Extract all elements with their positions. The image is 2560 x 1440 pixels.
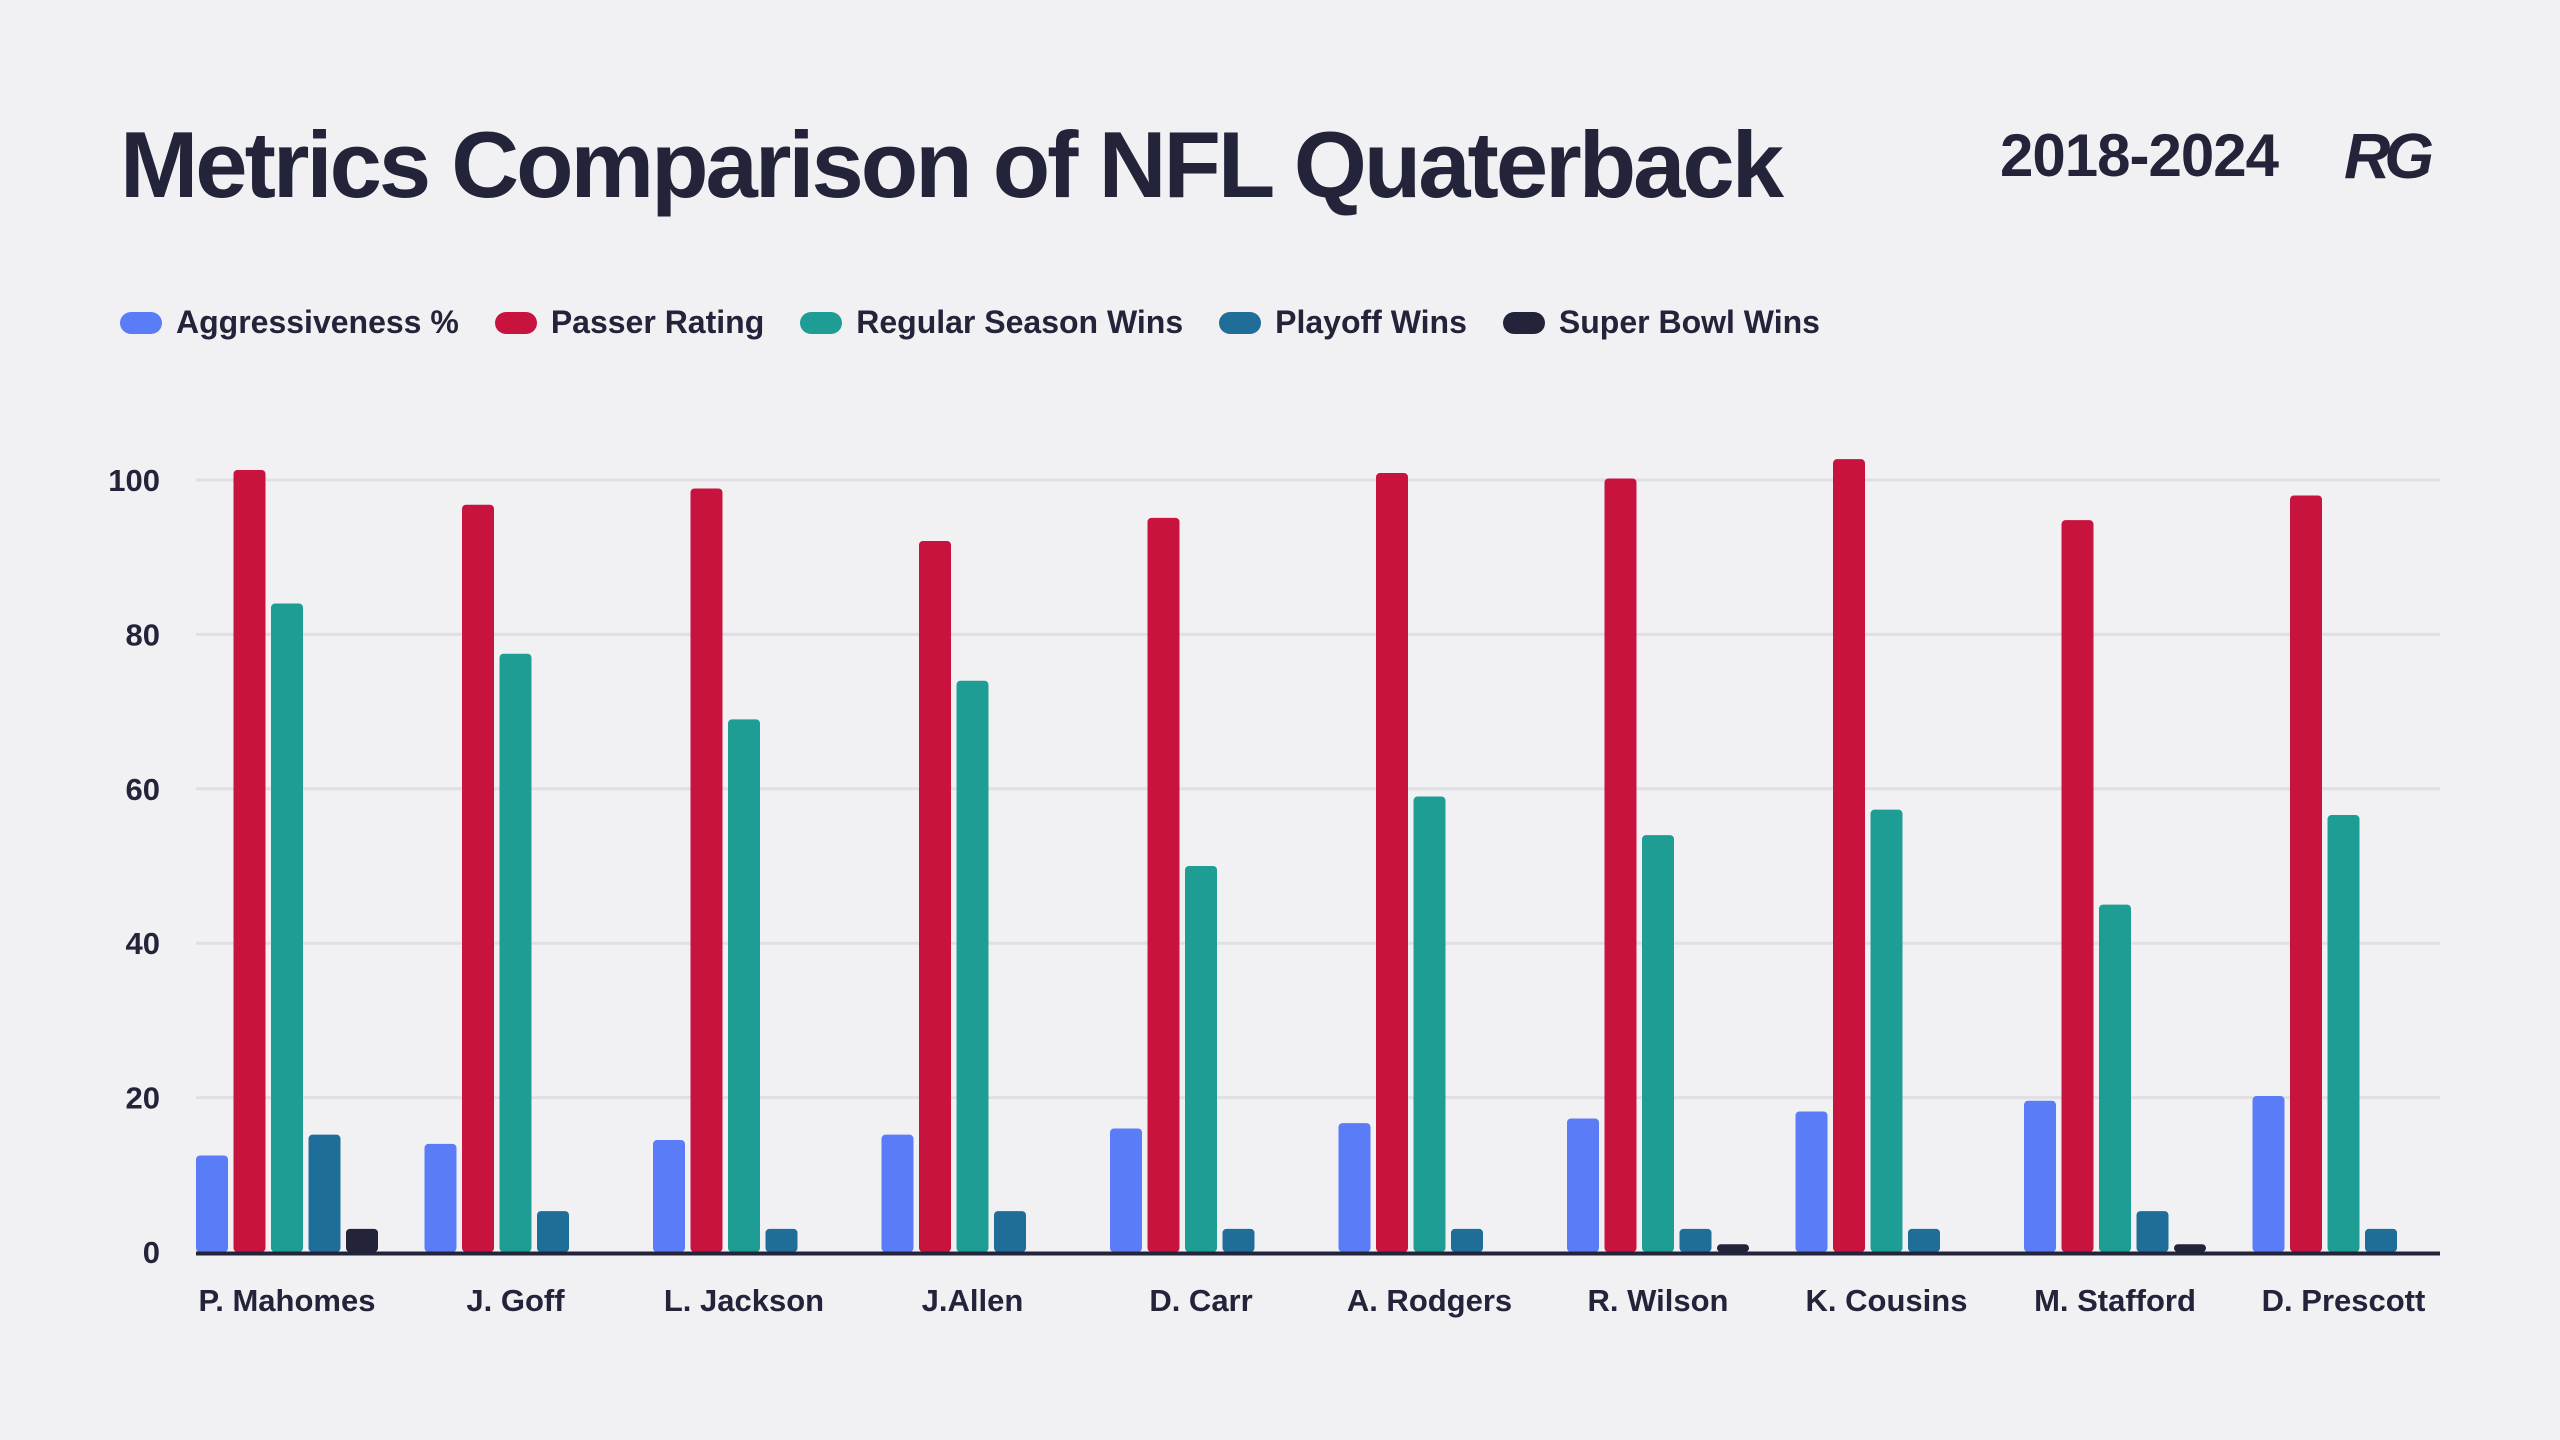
bar-j-goff-playoff-wins <box>537 1211 569 1252</box>
bar-a-rodgers-regular-season-wins <box>1413 796 1446 1252</box>
x-tick-label: A. Rodgers <box>1347 1283 1512 1318</box>
bar-k-cousins-playoff-wins <box>1908 1228 1940 1252</box>
bar-r-wilson-playoff-wins <box>1679 1228 1712 1252</box>
x-tick-label: D. Carr <box>1149 1283 1252 1318</box>
bar-a-rodgers-aggressiveness <box>1338 1123 1371 1252</box>
bar-m-stafford-playoff-wins <box>2136 1211 2169 1252</box>
x-tick-label: D. Prescott <box>2262 1283 2426 1318</box>
bar-j-goff-passer-rating <box>462 504 494 1253</box>
bar-j-allen-aggressiveness <box>881 1134 914 1252</box>
legend-label: Passer Rating <box>550 304 765 340</box>
bar-j-allen-playoff-wins <box>994 1211 1026 1252</box>
bar-l-jackson-regular-season-wins <box>728 719 760 1252</box>
legend-label: Regular Season Wins <box>856 304 1184 340</box>
bar-d-prescott-passer-rating <box>2290 495 2322 1252</box>
bar-r-wilson-passer-rating <box>1604 478 1637 1252</box>
bar-p-mahomes-super-bowl-wins <box>346 1228 378 1252</box>
x-tick-label: R. Wilson <box>1588 1283 1729 1318</box>
x-tick-label: J. Goff <box>466 1283 565 1318</box>
bar-p-mahomes-passer-rating <box>233 469 266 1252</box>
chart-title: Metrics Comparison of NFL Quaterback <box>120 112 1784 217</box>
brand-logo: RG <box>2344 120 2434 192</box>
x-tick-label: L. Jackson <box>664 1283 824 1318</box>
bar-m-stafford-passer-rating <box>2061 520 2094 1252</box>
bar-j-goff-aggressiveness <box>424 1143 457 1252</box>
legend-item-aggressiveness: Aggressiveness % <box>120 304 459 341</box>
chart-legend: Aggressiveness % Passer Rating Regular Sea… <box>120 304 1820 341</box>
year-range: 2018-2024 <box>2000 122 2279 189</box>
legend-label: Playoff Wins <box>1275 304 1467 340</box>
bar-a-rodgers-passer-rating <box>1376 473 1408 1252</box>
x-tick-label: K. Cousins <box>1806 1283 1968 1318</box>
legend-swatch <box>1502 311 1545 334</box>
y-tick-label: 80 <box>126 617 160 652</box>
bar-j-allen-regular-season-wins <box>956 680 989 1252</box>
bar-p-mahomes-aggressiveness <box>196 1155 228 1252</box>
axes: 0 20 40 60 80 100 P. Mahomes J. Goff L. Jackson J… <box>108 463 2440 1318</box>
bar-r-wilson-super-bowl-wins <box>1717 1244 1749 1252</box>
bar-l-jackson-passer-rating <box>690 488 723 1252</box>
bar-l-jackson-aggressiveness <box>653 1140 685 1252</box>
bar-p-mahomes-playoff-wins <box>308 1134 341 1252</box>
bar-d-prescott-aggressiveness <box>2252 1096 2285 1252</box>
y-tick-label: 100 <box>108 463 160 498</box>
legend-swatch <box>120 311 162 334</box>
bar-m-stafford-regular-season-wins <box>2099 904 2131 1252</box>
legend-swatch <box>800 311 843 334</box>
bar-r-wilson-aggressiveness <box>1567 1118 1599 1252</box>
bar-d-carr-passer-rating <box>1147 517 1180 1252</box>
bar-d-prescott-regular-season-wins <box>2327 815 2360 1252</box>
bar-p-mahomes-regular-season-wins <box>271 603 303 1252</box>
y-tick-label: 20 <box>126 1081 160 1116</box>
bar-k-cousins-regular-season-wins <box>1870 809 1903 1252</box>
bar-d-carr-aggressiveness <box>1110 1128 1142 1252</box>
legend-swatch <box>1219 311 1262 334</box>
bar-r-wilson-regular-season-wins <box>1642 835 1674 1252</box>
legend-item-playoff-wins: Playoff Wins <box>1219 304 1467 341</box>
y-tick-label: 40 <box>126 926 160 961</box>
bar-l-jackson-playoff-wins <box>765 1228 798 1252</box>
x-tick-label: P. Mahomes <box>199 1283 376 1318</box>
legend-label: Super Bowl Wins <box>1558 304 1820 340</box>
bar-d-prescott-playoff-wins <box>2365 1228 2397 1252</box>
y-tick-label: 60 <box>126 772 160 807</box>
legend-item-passer-rating: Passer Rating <box>494 304 765 341</box>
bar-k-cousins-passer-rating <box>1833 459 1865 1252</box>
bar-d-carr-regular-season-wins <box>1185 866 1217 1252</box>
bar-m-stafford-super-bowl-wins <box>2174 1244 2206 1252</box>
bar-k-cousins-aggressiveness <box>1795 1111 1828 1252</box>
bar-j-allen-passer-rating <box>919 540 951 1252</box>
x-tick-label: M. Stafford <box>2034 1283 2196 1318</box>
bar-m-stafford-aggressiveness <box>2024 1100 2056 1252</box>
bar-a-rodgers-playoff-wins <box>1451 1228 1483 1252</box>
legend-item-regular-season-wins: Regular Season Wins <box>800 304 1183 341</box>
bars <box>196 459 2397 1253</box>
legend-item-super-bowl-wins: Super Bowl Wins <box>1502 304 1820 341</box>
x-tick-label: J.Allen <box>922 1283 1024 1318</box>
bar-d-carr-playoff-wins <box>1222 1228 1255 1252</box>
legend-label: Aggressiveness % <box>176 304 459 340</box>
bar-j-goff-regular-season-wins <box>499 653 532 1252</box>
legend-swatch <box>494 311 537 334</box>
y-tick-label: 0 <box>143 1235 160 1270</box>
